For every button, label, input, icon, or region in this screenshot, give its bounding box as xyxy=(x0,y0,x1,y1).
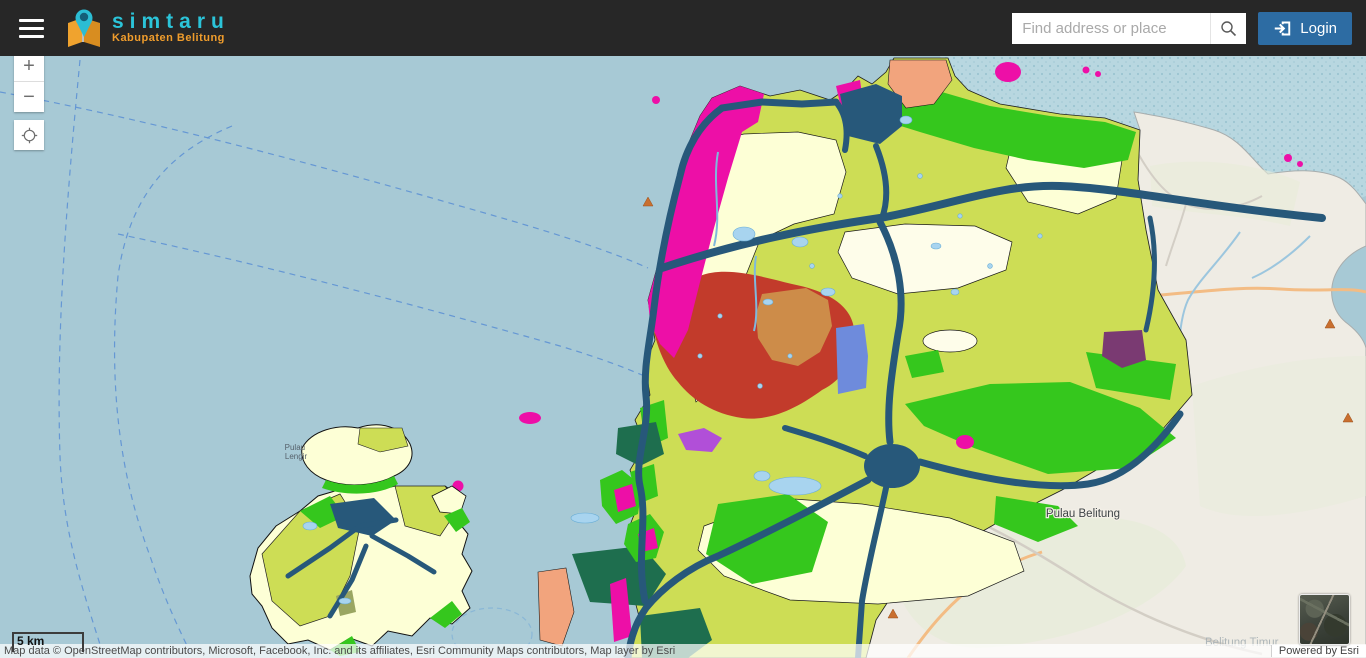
zone-purple xyxy=(1102,330,1146,368)
scale-label: 5 km xyxy=(17,634,45,648)
hamburger-icon xyxy=(18,18,44,22)
place-label-pulau-lengir: Pulau Lengir xyxy=(285,443,308,461)
brand: simtaru Kabupaten Belitung xyxy=(64,7,230,49)
pulau-lengir-line2: Lengir xyxy=(285,452,308,461)
zone-violet xyxy=(678,428,722,452)
brand-title: simtaru xyxy=(112,10,230,33)
zoning-layer xyxy=(452,57,1303,658)
zones-bright-green xyxy=(630,90,1176,584)
search-input[interactable] xyxy=(1012,12,1211,44)
mountain-peak-markers xyxy=(642,196,1354,619)
attribution-text: Map data © OpenStreetMap contributors, M… xyxy=(4,645,676,657)
water-bodies xyxy=(302,115,1043,605)
search-box xyxy=(1012,12,1247,44)
login-icon xyxy=(1275,21,1291,35)
zones-salmon xyxy=(537,59,953,647)
app-header: simtaru Kabupaten Belitung Login xyxy=(0,0,1366,56)
map-graphics: Belitung Timur Pulau Belitung Pulau Leng… xyxy=(0,56,1366,658)
zoom-in-button[interactable]: + xyxy=(14,52,44,82)
search-button[interactable] xyxy=(1210,12,1247,44)
login-button[interactable]: Login xyxy=(1258,11,1352,45)
map-canvas[interactable]: Belitung Timur Pulau Belitung Pulau Leng… xyxy=(0,56,1366,658)
attribution-bar: Map data © OpenStreetMap contributors, M… xyxy=(0,644,1366,658)
locate-button[interactable] xyxy=(14,120,44,150)
brand-subtitle: Kabupaten Belitung xyxy=(112,32,225,44)
scale-bar: 5 km xyxy=(12,632,84,652)
basemap-toggle-satellite-thumbnail[interactable] xyxy=(1299,594,1350,645)
road-network-layer xyxy=(285,84,1326,658)
zone-blue xyxy=(836,324,868,394)
pulau-lengir-line1: Pulau xyxy=(285,443,305,452)
crosshair-icon xyxy=(21,127,37,143)
powered-by-esri-link[interactable]: Powered by Esri xyxy=(1270,645,1366,657)
zone-orange xyxy=(756,288,832,366)
search-icon xyxy=(1221,20,1237,36)
place-label-pulau-belitung: Pulau Belitung xyxy=(1046,508,1120,520)
maritime-boundary-dashes xyxy=(0,59,659,658)
login-label: Login xyxy=(1300,19,1337,37)
simtaru-logo-icon xyxy=(68,9,100,47)
zoom-out-button[interactable]: − xyxy=(14,82,44,112)
zoom-control: + − xyxy=(14,52,44,112)
hamburger-menu-button[interactable] xyxy=(8,8,54,48)
